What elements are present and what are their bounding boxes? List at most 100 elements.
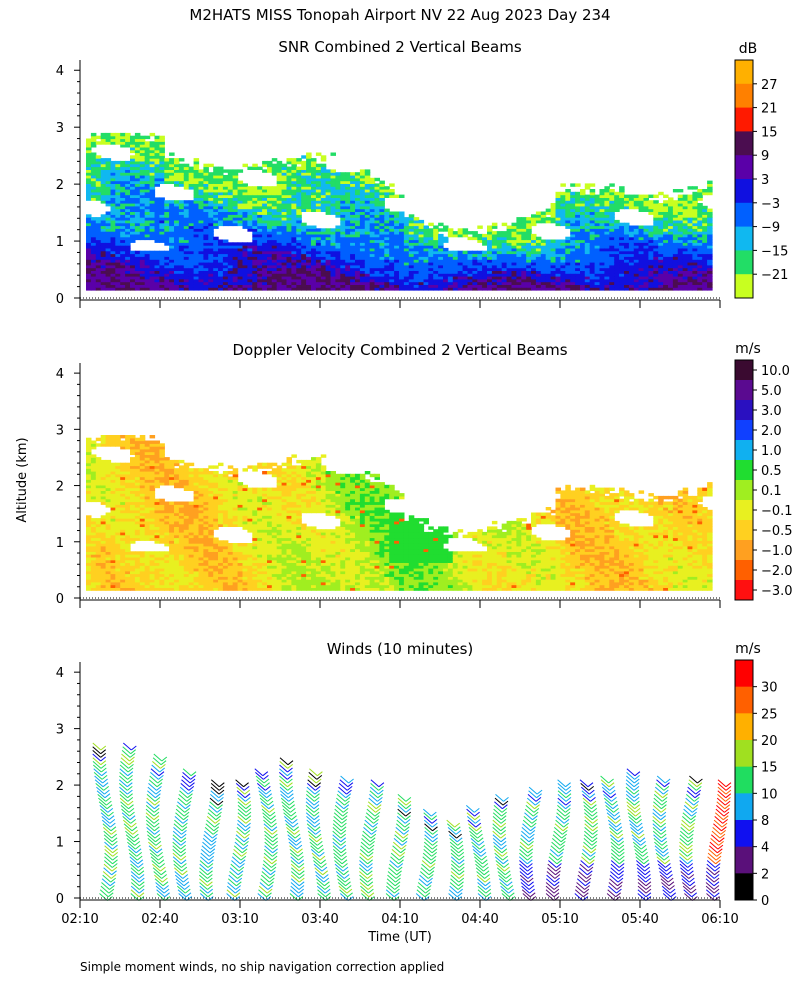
heat-cell (555, 191, 561, 196)
heat-cell (110, 523, 116, 527)
heat-cell (95, 239, 102, 243)
heat-cell (198, 239, 204, 243)
heat-cell (648, 205, 654, 210)
heat-cell (115, 473, 121, 478)
heat-cell (257, 256, 263, 260)
heat-cell (359, 191, 366, 196)
heat-cell (369, 245, 376, 249)
heat-cell (218, 239, 224, 243)
heat-cell (325, 177, 332, 182)
heat-cell (408, 217, 415, 221)
heat-cell (584, 287, 591, 291)
heat-cell (95, 231, 102, 235)
heat-cell (105, 471, 112, 475)
heat-cell (125, 211, 131, 215)
heat-cell (648, 233, 654, 238)
heat-cell (125, 559, 131, 563)
heat-cell (262, 242, 268, 246)
heat-cell (144, 172, 151, 176)
heat-cell (105, 172, 112, 176)
heat-cell (628, 259, 635, 263)
heat-cell (526, 273, 532, 277)
heat-cell (560, 203, 566, 207)
heat-cell (276, 208, 283, 212)
heat-cell (560, 245, 566, 249)
heat-cell (531, 270, 537, 274)
heat-cell (575, 231, 581, 235)
heat-cell (311, 284, 317, 288)
heat-cell (149, 183, 156, 187)
heat-cell (154, 284, 160, 288)
heat-cell (555, 287, 561, 291)
heat-cell (100, 270, 107, 274)
heat-cell (154, 203, 160, 207)
heat-cell (100, 177, 107, 182)
heat-cell (257, 264, 263, 269)
heat-cell (359, 211, 366, 215)
heat-cell (110, 250, 116, 255)
heat-cell (379, 259, 385, 263)
heat-cell (668, 200, 674, 204)
heat-cell (242, 203, 248, 207)
heat-cell (125, 278, 131, 283)
heat-cell (222, 267, 229, 271)
heat-cell (198, 287, 204, 291)
heat-cell (482, 281, 488, 285)
heat-cell (359, 236, 366, 241)
heat-cell (350, 250, 356, 255)
heat-cell (340, 211, 346, 215)
heat-cell (594, 211, 601, 215)
heat-cell (159, 281, 165, 285)
heat-cell (462, 273, 469, 277)
heat-cell (311, 172, 317, 176)
heat-cell (315, 169, 322, 173)
heat-cell (575, 259, 581, 263)
heat-cell (144, 228, 151, 232)
heat-cell (86, 160, 92, 165)
heat-cell (521, 264, 527, 269)
heat-cell (203, 217, 209, 221)
heat-cell (682, 245, 689, 249)
heat-cell (413, 247, 420, 252)
heat-cell (262, 262, 268, 266)
heat-cell (633, 194, 640, 198)
heat-cell (340, 214, 346, 218)
heat-cell (115, 160, 121, 165)
heat-cell (222, 217, 229, 221)
heat-cell (115, 482, 121, 486)
heat-cell (315, 172, 322, 176)
heat-cell (628, 276, 635, 280)
heat-cell (227, 183, 234, 187)
heat-cell (364, 183, 371, 187)
heat-cell (262, 231, 268, 235)
heat-cell (86, 222, 92, 227)
heat-cell (682, 203, 689, 207)
heat-cell (594, 233, 601, 238)
heat-cell (584, 273, 591, 277)
heat-cell (350, 189, 356, 193)
heat-cell (682, 225, 689, 229)
heat-cell (291, 160, 297, 165)
heat-cell (247, 270, 253, 274)
heat-cell (379, 267, 385, 271)
heat-cell (570, 197, 576, 201)
heat-cell (203, 250, 209, 255)
heat-cell (208, 219, 214, 224)
heat-cell (433, 287, 439, 291)
heat-cell (677, 245, 684, 249)
heat-cell (95, 236, 102, 241)
heat-cell (423, 253, 429, 257)
heat-cell (154, 214, 160, 218)
heat-cell (418, 236, 425, 241)
heat-cell (120, 233, 126, 238)
heat-cell (281, 262, 288, 266)
heat-cell (374, 219, 380, 224)
heat-cell (183, 217, 190, 221)
heat-cell (394, 228, 400, 232)
heat-cell (149, 197, 156, 201)
heat-cell (609, 270, 615, 274)
heat-cell (262, 205, 268, 210)
heat-cell (653, 205, 659, 210)
heat-cell (403, 284, 410, 288)
heat-cell (491, 259, 498, 263)
